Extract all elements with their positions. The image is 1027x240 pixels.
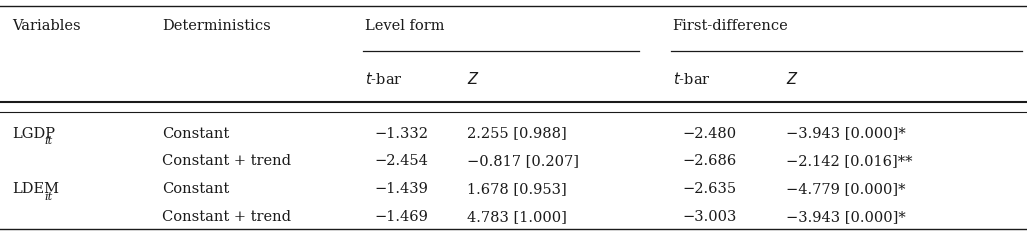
Text: −2.142 [0.016]**: −2.142 [0.016]**	[786, 154, 912, 168]
Text: −3.943 [0.000]*: −3.943 [0.000]*	[786, 126, 906, 141]
Text: 4.783 [1.000]: 4.783 [1.000]	[467, 210, 567, 224]
Text: −2.454: −2.454	[375, 154, 428, 168]
Text: Constant: Constant	[162, 182, 229, 196]
Text: 2.255 [0.988]: 2.255 [0.988]	[467, 126, 567, 141]
Text: it: it	[44, 137, 52, 146]
Text: −3.943 [0.000]*: −3.943 [0.000]*	[786, 210, 906, 224]
Text: Constant: Constant	[162, 126, 229, 141]
Text: −1.439: −1.439	[375, 182, 428, 196]
Text: Level form: Level form	[365, 19, 444, 33]
Text: it: it	[44, 192, 52, 202]
Text: Variables: Variables	[12, 19, 81, 33]
Text: $t$-bar: $t$-bar	[365, 71, 403, 87]
Text: Constant + trend: Constant + trend	[162, 154, 292, 168]
Text: $Z$: $Z$	[467, 71, 480, 87]
Text: $t$-bar: $t$-bar	[673, 71, 711, 87]
Text: $Z$: $Z$	[786, 71, 798, 87]
Text: −0.817 [0.207]: −0.817 [0.207]	[467, 154, 579, 168]
Text: −3.003: −3.003	[682, 210, 736, 224]
Text: Constant + trend: Constant + trend	[162, 210, 292, 224]
Text: −2.635: −2.635	[682, 182, 736, 196]
Text: First-difference: First-difference	[673, 19, 789, 33]
Text: −2.480: −2.480	[682, 126, 736, 141]
Text: −2.686: −2.686	[682, 154, 736, 168]
Text: −4.779 [0.000]*: −4.779 [0.000]*	[786, 182, 905, 196]
Text: −1.469: −1.469	[375, 210, 428, 224]
Text: LGDP: LGDP	[12, 126, 55, 141]
Text: LDEM: LDEM	[12, 182, 60, 196]
Text: −1.332: −1.332	[374, 126, 428, 141]
Text: 1.678 [0.953]: 1.678 [0.953]	[467, 182, 567, 196]
Text: Deterministics: Deterministics	[162, 19, 271, 33]
